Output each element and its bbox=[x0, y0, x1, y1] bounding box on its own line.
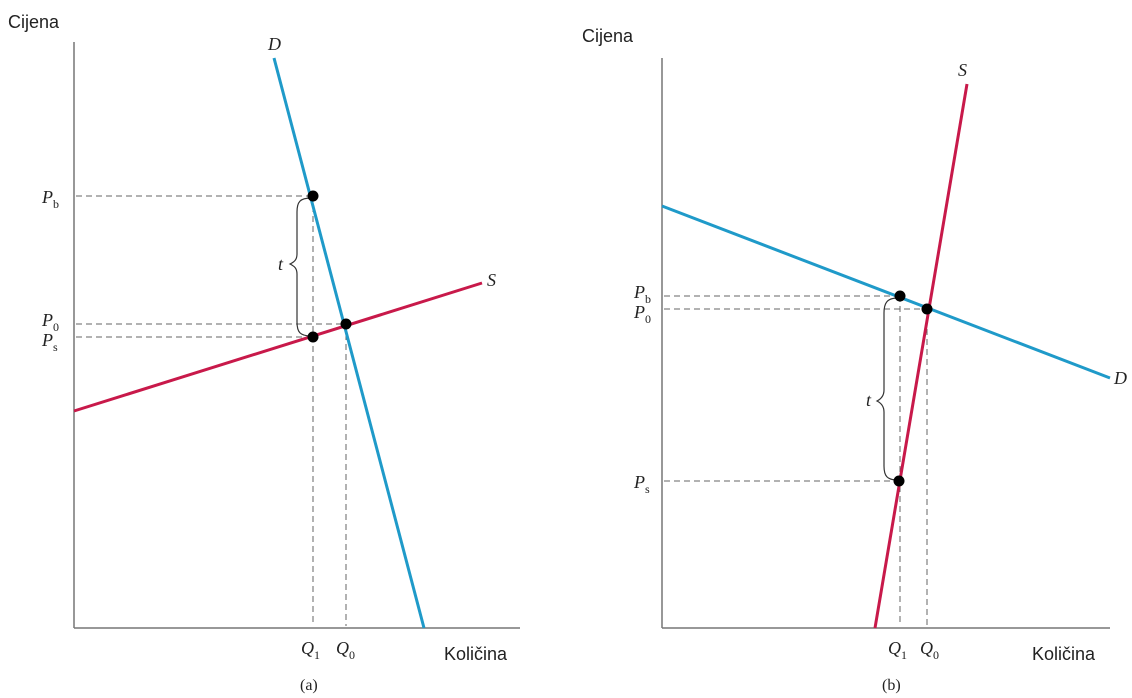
x-axis-label: Količina bbox=[444, 644, 508, 664]
point-buyer-price bbox=[894, 290, 906, 302]
tick-label-ps: Ps bbox=[41, 330, 58, 354]
point-equilibrium bbox=[340, 318, 352, 330]
point-equilibrium bbox=[921, 303, 933, 315]
y-axis-label: Cijena bbox=[582, 26, 634, 46]
tax-label: t bbox=[866, 390, 872, 410]
point-buyer-price bbox=[307, 190, 319, 202]
tick-label-q1: Q1 bbox=[888, 638, 907, 662]
x-axis-label: Količina bbox=[1032, 644, 1096, 664]
supply-label: S bbox=[958, 60, 967, 80]
tax-brace bbox=[288, 197, 312, 337]
demand-label: D bbox=[1113, 368, 1127, 388]
point-seller-price bbox=[893, 475, 905, 487]
panel-a: Cijena Količina (a) D S t Pb P0 Ps bbox=[8, 12, 520, 694]
supply-curve bbox=[73, 281, 483, 413]
point-seller-price bbox=[307, 331, 319, 343]
supply-label: S bbox=[487, 270, 496, 290]
y-axis-label: Cijena bbox=[8, 12, 60, 32]
tick-label-pb: Pb bbox=[41, 187, 59, 211]
tick-label-q0: Q0 bbox=[336, 638, 355, 662]
tick-label-p0: P0 bbox=[633, 302, 651, 326]
tick-label-q1: Q1 bbox=[301, 638, 320, 662]
panel-caption: (b) bbox=[882, 677, 901, 694]
tick-label-p0: P0 bbox=[41, 310, 59, 334]
tick-label-pb: Pb bbox=[633, 282, 651, 306]
demand-curve bbox=[661, 204, 1111, 380]
panel-b: Cijena Količina (b) S D t Pb P0 Ps bbox=[582, 26, 1127, 694]
tick-label-ps: Ps bbox=[633, 472, 650, 496]
tax-label: t bbox=[278, 254, 284, 274]
supply-curve bbox=[873, 83, 969, 629]
tax-brace bbox=[875, 297, 899, 481]
tick-label-q0: Q0 bbox=[920, 638, 939, 662]
demand-label: D bbox=[267, 34, 281, 54]
demand-curve bbox=[272, 57, 426, 629]
panel-caption: (a) bbox=[300, 677, 318, 694]
